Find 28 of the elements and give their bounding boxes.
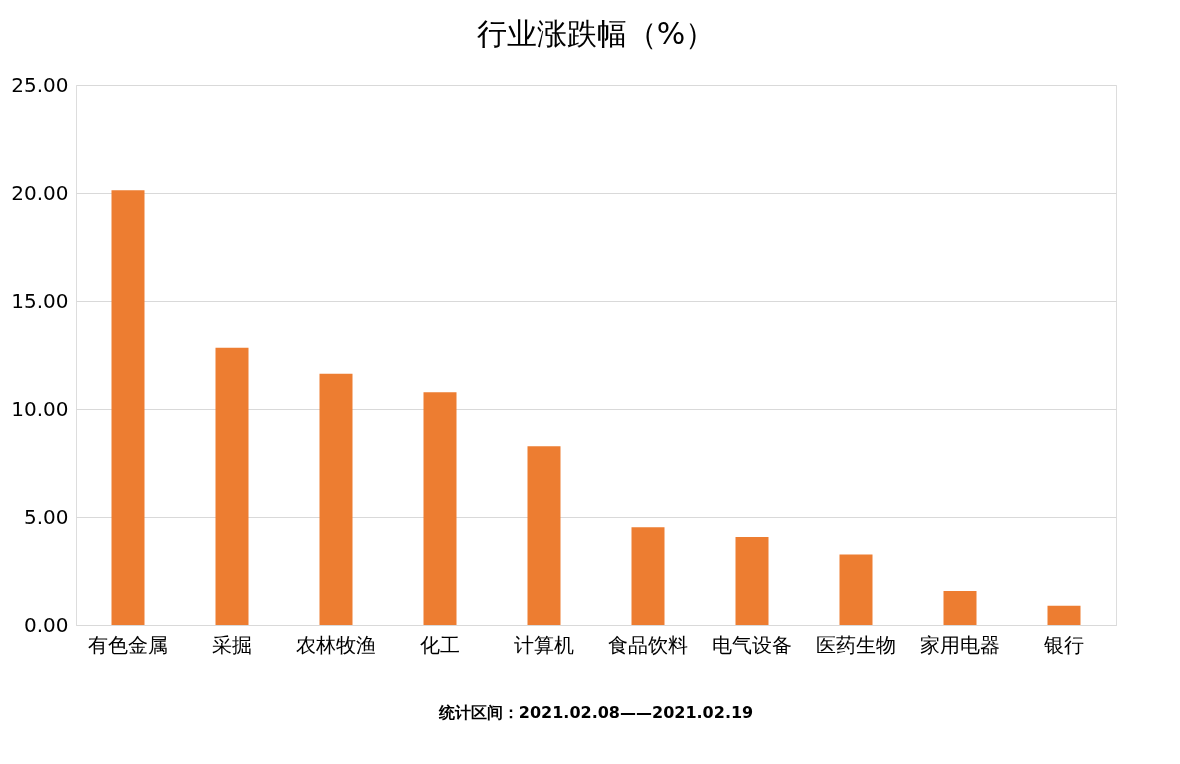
x-tick-label: 计算机 bbox=[514, 632, 574, 657]
bar bbox=[527, 446, 561, 625]
y-tick-label: 25.00 bbox=[11, 72, 69, 97]
bar bbox=[111, 190, 145, 625]
x-tick-label: 采掘 bbox=[212, 632, 252, 657]
y-tick-label: 5.00 bbox=[23, 504, 69, 529]
y-tick-label: 15.00 bbox=[11, 288, 69, 313]
x-tick-label: 食品饮料 bbox=[608, 632, 688, 657]
y-tick-label: 0.00 bbox=[23, 612, 69, 637]
x-tick-label: 化工 bbox=[420, 632, 460, 657]
bar bbox=[735, 537, 769, 625]
bar bbox=[1047, 605, 1081, 625]
y-tick-label: 10.00 bbox=[11, 396, 69, 421]
y-tick-label: 20.00 bbox=[11, 180, 69, 205]
x-tick-label: 银行 bbox=[1043, 632, 1084, 657]
bar bbox=[319, 373, 353, 625]
x-tick-label: 医药生物 bbox=[816, 632, 896, 657]
x-tick-label: 有色金属 bbox=[88, 632, 168, 657]
bar bbox=[839, 554, 873, 625]
bar bbox=[215, 347, 249, 625]
bar bbox=[943, 591, 977, 625]
bar bbox=[423, 392, 457, 625]
x-tick-label: 农林牧渔 bbox=[296, 632, 376, 657]
x-tick-label: 家用电器 bbox=[920, 632, 1000, 657]
chart-title: 行业涨跌幅（%） bbox=[476, 16, 716, 51]
text: 统计区间：2021.02.08——2021.02.19 bbox=[437, 703, 754, 722]
x-tick-label: 电气设备 bbox=[712, 632, 792, 657]
bar bbox=[631, 527, 665, 625]
